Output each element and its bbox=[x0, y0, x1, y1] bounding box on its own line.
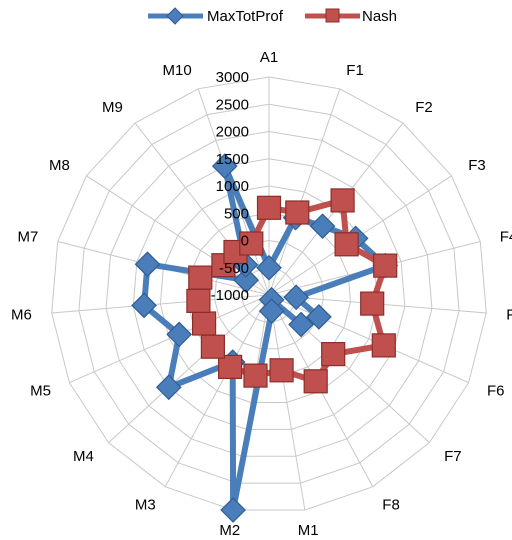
legend-marker-diamond bbox=[166, 7, 184, 25]
legend-item-nash: Nash bbox=[305, 8, 397, 25]
legend-label-maxtotprof: MaxTotProf bbox=[207, 8, 284, 25]
point-maxtotprof-m8 bbox=[233, 267, 260, 293]
radial-tick-label: 3000 bbox=[216, 69, 249, 86]
category-label-f7: F7 bbox=[444, 448, 462, 465]
series-layer bbox=[131, 153, 399, 523]
point-maxtotprof-a1 bbox=[256, 254, 282, 281]
grid-spoke bbox=[268, 88, 341, 296]
point-nash-f8 bbox=[303, 369, 328, 394]
grid-spoke bbox=[268, 294, 306, 511]
point-nash-f4 bbox=[373, 253, 398, 278]
legend-marker-square bbox=[325, 8, 340, 23]
category-label-m6: M6 bbox=[11, 307, 32, 324]
category-label-m8: M8 bbox=[49, 157, 70, 174]
radial-tick-labels: -1000 -500 0 500 1000 1500 2000 2500 3000 bbox=[211, 69, 249, 304]
point-maxtotprof-m7 bbox=[134, 251, 161, 278]
point-nash-f3 bbox=[334, 232, 359, 257]
legend: MaxTotProf Nash bbox=[148, 7, 397, 25]
category-label-m4: M4 bbox=[73, 448, 94, 465]
radial-tick-label: 1500 bbox=[216, 151, 249, 168]
grid-ring bbox=[51, 76, 487, 511]
category-label-f8: F8 bbox=[382, 496, 400, 513]
legend-item-maxtotprof: MaxTotProf bbox=[148, 7, 284, 25]
category-label-f5: F5 bbox=[506, 307, 512, 324]
radial-tick-label: 1000 bbox=[216, 178, 249, 195]
point-nash-m10 bbox=[239, 231, 264, 256]
category-label-m3: M3 bbox=[135, 496, 156, 513]
point-maxtotprof-m4 bbox=[155, 374, 182, 401]
point-nash-f2 bbox=[330, 188, 355, 213]
radial-tick-label: 2500 bbox=[216, 96, 249, 113]
legend-label-nash: Nash bbox=[362, 8, 397, 25]
point-maxtotprof-m5 bbox=[166, 321, 193, 348]
category-label-f3: F3 bbox=[468, 157, 486, 174]
point-nash-a1 bbox=[256, 195, 282, 220]
grid-ring bbox=[78, 103, 460, 484]
point-maxtotprof-f2 bbox=[309, 213, 336, 240]
point-nash-m5 bbox=[192, 311, 217, 336]
radial-tick-label: 2000 bbox=[216, 124, 249, 141]
point-maxtotprof-m2 bbox=[220, 497, 246, 523]
point-maxtotprof-f5 bbox=[283, 284, 310, 311]
point-maxtotprof-f6 bbox=[306, 304, 332, 330]
radial-tick-label: -500 bbox=[219, 260, 249, 277]
point-nash-m1 bbox=[269, 358, 294, 383]
point-nash-f6 bbox=[371, 333, 396, 358]
grid-ring bbox=[132, 158, 406, 430]
point-nash-m2 bbox=[243, 363, 268, 388]
point-nash-m3 bbox=[218, 354, 243, 379]
radial-tick-label: 500 bbox=[224, 205, 249, 222]
point-maxtotprof-m1 bbox=[258, 298, 285, 324]
grid-spoke bbox=[69, 294, 270, 384]
grid-spoke bbox=[51, 294, 270, 314]
category-label-m10: M10 bbox=[163, 62, 192, 79]
radial-tick-label: -1000 bbox=[211, 287, 249, 304]
category-label-m7: M7 bbox=[17, 229, 38, 246]
point-nash-f1 bbox=[285, 200, 310, 225]
point-nash-m4 bbox=[200, 334, 225, 359]
category-label-f4: F4 bbox=[500, 229, 512, 246]
point-nash-f7 bbox=[321, 342, 346, 367]
radial-tick-label: 0 bbox=[241, 233, 249, 250]
grid-spoke bbox=[164, 294, 270, 487]
grid-spoke bbox=[268, 294, 469, 384]
point-maxtotprof-m6 bbox=[131, 292, 157, 319]
category-label-a1: A1 bbox=[260, 49, 278, 66]
category-label-f1: F1 bbox=[346, 62, 364, 79]
category-labels: A1 F1 F2 F3 F4 F5 F6 F7 F8 M1 M2 M3 M4 M5 M6 M7 M8 M9 M10 bbox=[11, 49, 512, 539]
category-label-m9: M9 bbox=[102, 99, 123, 116]
point-nash-m6 bbox=[186, 288, 211, 313]
point-maxtotprof-m10 bbox=[211, 153, 238, 179]
category-label-m1: M1 bbox=[298, 522, 319, 539]
category-label-m5: M5 bbox=[30, 383, 51, 400]
grid-ring bbox=[105, 130, 433, 457]
category-label-f6: F6 bbox=[487, 383, 505, 400]
category-label-m2: M2 bbox=[219, 522, 240, 539]
point-maxtotprof-f7 bbox=[288, 311, 314, 338]
category-label-f2: F2 bbox=[415, 99, 433, 116]
point-nash-m7 bbox=[188, 265, 213, 290]
grid-spoke bbox=[108, 294, 270, 443]
series-nash bbox=[186, 188, 398, 394]
point-nash-f5 bbox=[360, 291, 385, 316]
